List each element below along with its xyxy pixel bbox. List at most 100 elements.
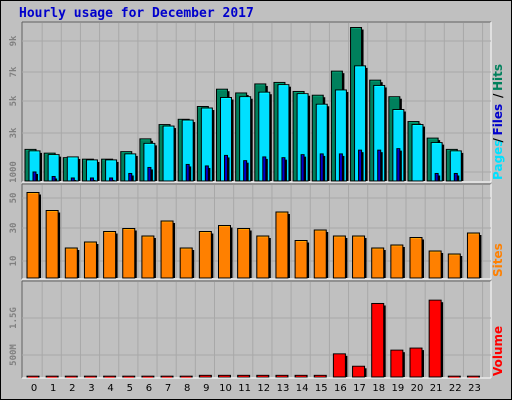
y-tick-label: 9k: [9, 35, 19, 46]
sites-bar-3: [83, 241, 99, 279]
volume-bar-19: [390, 349, 405, 378]
pages-bar-16: [338, 153, 345, 182]
x-tick-label: 20: [411, 383, 424, 394]
bar: [64, 247, 78, 279]
bar: [109, 177, 114, 182]
x-tick-label: 3: [88, 383, 94, 394]
bar: [26, 192, 40, 279]
volume-bar-18: [371, 302, 386, 378]
bar: [162, 125, 175, 182]
bar: [294, 240, 308, 279]
bar: [371, 247, 385, 279]
bar: [428, 250, 442, 279]
legend-volume: Volume: [491, 326, 505, 376]
sites-bar-1: [45, 210, 61, 279]
pages-bar-19: [396, 148, 402, 182]
bar: [237, 228, 251, 279]
bar: [352, 365, 366, 378]
bar: [243, 160, 248, 182]
volume-bar-12: [256, 374, 270, 378]
x-tick-label: 11: [238, 383, 251, 394]
sites-bar-6: [141, 235, 156, 279]
volume-bar-11: [237, 374, 251, 378]
sites-bar-0: [26, 192, 41, 279]
bar: [89, 177, 94, 182]
pages-bar-11: [243, 160, 249, 182]
pages-bar-12: [262, 156, 268, 182]
pages-bar-1: [51, 175, 58, 182]
bar: [281, 157, 286, 182]
volume-bar-3: [83, 375, 97, 378]
bar: [390, 349, 404, 378]
bar: [358, 149, 363, 182]
pages-bar-18: [377, 149, 383, 182]
x-tick-label: 9: [203, 383, 209, 394]
bar: [313, 229, 327, 279]
bar: [179, 247, 193, 279]
sites-bar-9: [198, 231, 214, 279]
bar: [83, 241, 97, 279]
volume-bar-23: [466, 375, 480, 378]
sites-bar-7: [160, 220, 176, 279]
sites-bar-5: [122, 228, 137, 279]
pages-bar-6: [147, 166, 153, 182]
bar: [224, 154, 228, 182]
bar: [453, 172, 458, 182]
x-tick-label: 4: [107, 383, 113, 394]
pages-bar-21: [434, 172, 441, 182]
legend-pages: Pages: [491, 140, 505, 180]
bar: [466, 232, 480, 279]
bar: [218, 225, 231, 279]
pages-bar-22: [453, 172, 460, 182]
bar: [70, 177, 75, 182]
sites-bar-14: [294, 240, 310, 279]
bar: [377, 149, 382, 182]
bar: [256, 235, 270, 279]
sites-bar-16: [332, 235, 348, 279]
bar: [128, 172, 133, 182]
bar: [300, 154, 305, 182]
bar: [338, 153, 343, 182]
files-bar-2: [66, 156, 81, 182]
x-tick-label: 18: [372, 383, 385, 394]
bar: [147, 166, 152, 182]
pages-bar-13: [281, 157, 287, 182]
sites-bar-4: [103, 231, 118, 279]
volume-bar-22: [447, 375, 461, 378]
sites-bar-17: [352, 235, 367, 279]
bar: [198, 231, 212, 279]
volume-bar-16: [332, 353, 348, 378]
y-tick-label: 5k: [9, 95, 19, 106]
x-tick-label: 5: [127, 383, 133, 394]
volume-bar-1: [45, 375, 59, 378]
x-tick-label: 10: [219, 383, 232, 394]
y-tick-label: 10: [9, 256, 19, 267]
x-tick-label: 7: [165, 383, 171, 394]
sites-bar-2: [64, 247, 80, 279]
bar: [396, 148, 401, 182]
sites-bar-19: [390, 244, 405, 279]
bar: [262, 156, 267, 182]
volume-bar-0: [26, 375, 40, 378]
y-tick-label: 3k: [9, 127, 19, 138]
y-tick-label: 30: [9, 223, 19, 234]
bar: [185, 163, 190, 182]
volume-bar-5: [122, 375, 136, 378]
sites-bar-21: [428, 250, 444, 279]
y-tick-label: 1000: [9, 161, 19, 183]
volume-bar-6: [141, 375, 155, 378]
bar: [428, 299, 442, 378]
x-tick-label: 14: [296, 383, 309, 394]
volume-bar-2: [64, 375, 78, 378]
bar: [409, 347, 423, 378]
bar: [122, 228, 136, 279]
sites-bar-8: [179, 247, 195, 279]
volume-bar-14: [294, 374, 308, 378]
pages-bar-8: [185, 163, 192, 182]
volume-bar-21: [428, 299, 444, 378]
x-tick-label: 17: [353, 383, 366, 394]
sites-bar-10: [218, 225, 233, 279]
bar: [434, 172, 439, 182]
bar: [319, 153, 324, 182]
